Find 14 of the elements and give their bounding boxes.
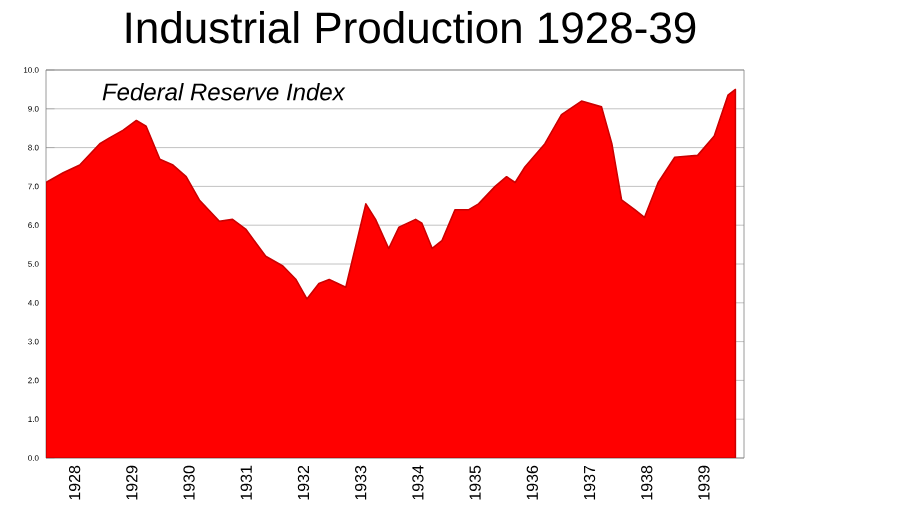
x-tick-label: 1936 <box>526 465 538 500</box>
x-tick-label: 1938 <box>641 465 653 500</box>
x-tick-label: 1930 <box>183 465 195 500</box>
annotation: Federal Reserve Index <box>102 82 346 101</box>
x-tick-label: 1937 <box>583 465 596 500</box>
x-tick-label: 1929 <box>126 465 138 500</box>
x-tick-label: 1933 <box>355 465 367 500</box>
x-tick-label: 1932 <box>297 465 310 500</box>
x-tick-label: 1935 <box>469 465 481 500</box>
chart-title: Industrial Production 1928-39 <box>126 11 696 44</box>
x-tick-label: 1934 <box>412 465 424 500</box>
x-tick-label: 1939 <box>698 465 710 500</box>
x-tick-label: 1931 <box>240 465 252 500</box>
x-tick-label: 1928 <box>68 465 81 500</box>
